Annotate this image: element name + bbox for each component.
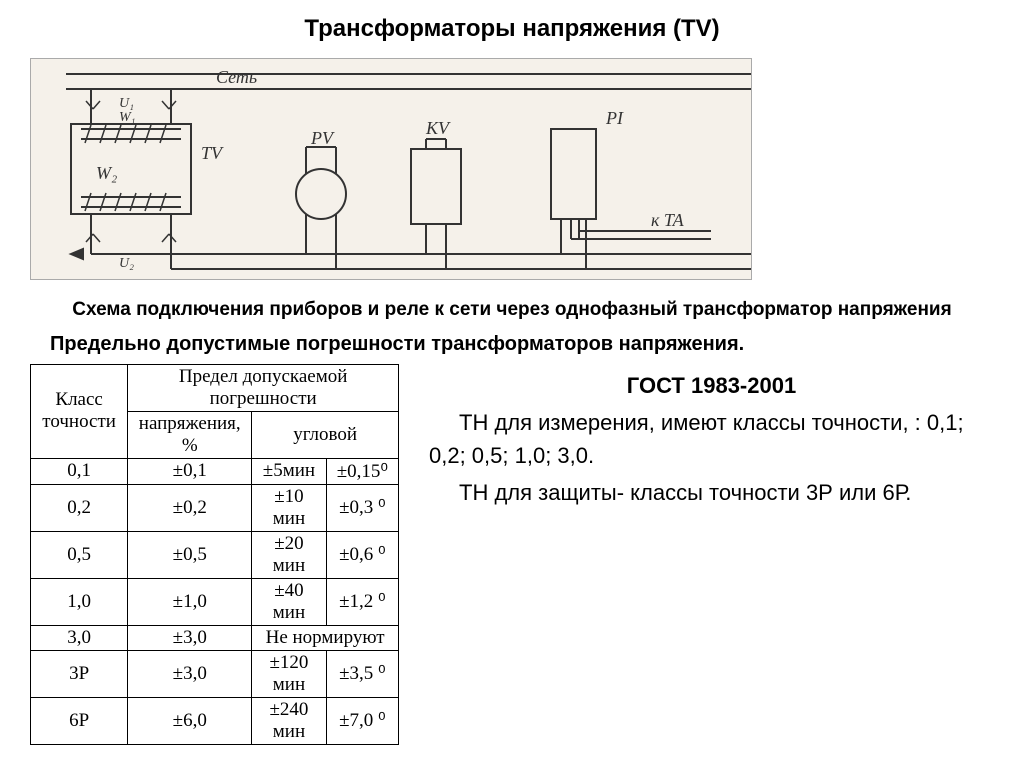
table-row: 3Р±3,0±120 мин±3,5 ⁰ <box>31 650 399 697</box>
svg-text:к TA: к TA <box>651 210 685 230</box>
th-voltage: напряжения, % <box>128 411 252 458</box>
svg-text:PI: PI <box>605 108 624 128</box>
table-row: 6Р±6,0±240 мин±7,0 ⁰ <box>31 697 399 744</box>
table-row: 0,2±0,2±10 мин±0,3 ⁰ <box>31 484 399 531</box>
svg-text:KV: KV <box>425 118 451 138</box>
svg-text:U₂: U₂ <box>119 256 134 271</box>
accuracy-table: Класс точности Предел допускаемой погреш… <box>30 364 399 745</box>
svg-text:PV: PV <box>310 128 335 148</box>
table-row: 3,0±3,0Не нормируют <box>31 625 399 650</box>
th-class: Класс точности <box>31 364 128 458</box>
gost-p1: ТН для измерения, имеют классы точности,… <box>429 406 994 472</box>
svg-text:U₁: U₁ <box>119 96 134 111</box>
page-title: Трансформаторы напряжения (TV) <box>30 15 994 43</box>
gost-title: ГОСТ 1983-2001 <box>429 369 994 402</box>
table-row: 0,5±0,5±20 мин±0,6 ⁰ <box>31 531 399 578</box>
svg-text:Сеть: Сеть <box>216 67 257 87</box>
table-row: 1,0±1,0±40 мин±1,2 ⁰ <box>31 578 399 625</box>
svg-text:W₂: W₂ <box>96 163 117 183</box>
gost-text: ГОСТ 1983-2001 ТН для измерения, имеют к… <box>429 364 994 745</box>
circuit-diagram: Сеть U₁ W₁ W₂ TV U₂ <box>30 58 752 280</box>
svg-text:W₁: W₁ <box>119 110 136 125</box>
gost-p2: ТН для защиты- классы точности 3Р или 6Р… <box>429 476 994 509</box>
th-limit: Предел допускаемой погрешности <box>128 364 399 411</box>
th-angle: угловой <box>252 411 399 458</box>
table-row: 0,1±0,1±5мин±0,15⁰ <box>31 458 399 484</box>
table-subtitle: Предельно допустимые погрешности трансфо… <box>30 333 994 356</box>
diagram-caption: Схема подключения приборов и реле к сети… <box>30 298 994 323</box>
svg-text:TV: TV <box>201 143 224 163</box>
